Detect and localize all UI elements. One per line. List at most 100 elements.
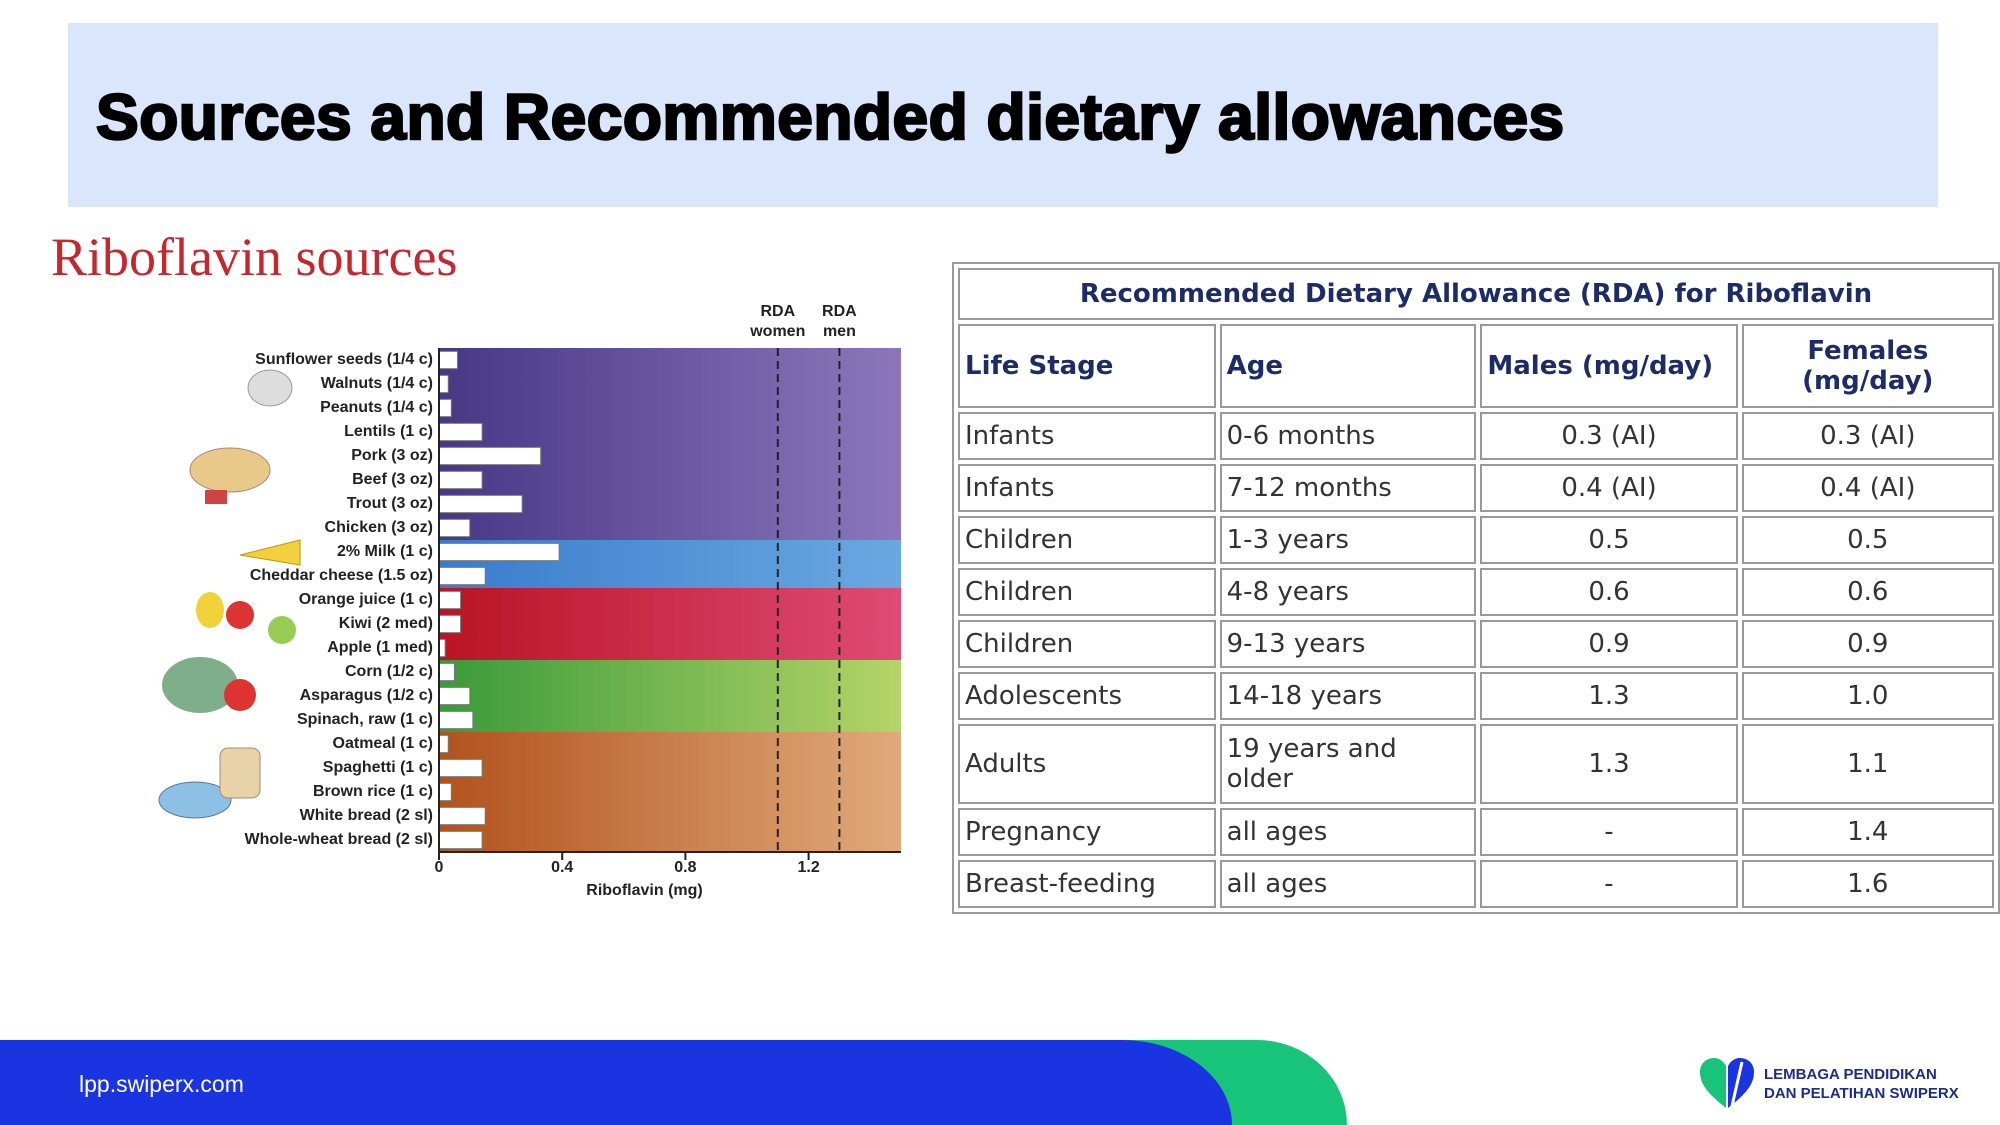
table-row: Children 9-13 years 0.9 0.9 <box>958 620 1994 668</box>
y-tick-label: Chicken (3 oz) <box>325 519 433 536</box>
y-tick-label: Spaghetti (1 c) <box>323 759 433 776</box>
bar <box>438 398 452 418</box>
column-header: Males (mg/day) <box>1480 324 1738 408</box>
table-cell: 1.4 <box>1741 808 1994 856</box>
bar <box>438 830 483 850</box>
table-cell: 4-8 years <box>1219 568 1477 616</box>
table-cell: - <box>1480 808 1738 856</box>
table-row: Adolescents 14-18 years 1.3 1.0 <box>958 672 1994 720</box>
logo-icon <box>1700 1058 1754 1108</box>
header-band <box>68 23 1938 207</box>
y-tick-label: White bread (2 sl) <box>300 807 433 824</box>
bar <box>438 590 462 610</box>
band <box>439 588 901 660</box>
table-row: Pregnancy all ages -1.4 <box>958 808 1994 856</box>
table-cell: 0.6 <box>1480 568 1738 616</box>
bar <box>438 662 455 682</box>
table-cell: 1.1 <box>1741 724 1994 804</box>
band <box>439 660 901 732</box>
bar <box>438 782 452 802</box>
table-cell: Children <box>958 516 1216 564</box>
rda-table: Recommended Dietary Allowance (RDA) for … <box>952 262 2000 914</box>
bar <box>438 494 523 514</box>
bar <box>438 518 471 538</box>
table-cell: Adolescents <box>958 672 1216 720</box>
table-cell: 7-12 months <box>1219 464 1477 512</box>
table-cell: 0.4 (AI) <box>1480 464 1738 512</box>
x-tick-label: 0.8 <box>674 859 696 876</box>
table-cell: Children <box>958 568 1216 616</box>
logo-text: LEMBAGA PENDIDIKAN <box>1764 1066 1937 1083</box>
y-tick-label: Beef (3 oz) <box>352 471 433 488</box>
bar <box>438 350 458 370</box>
reference-label: RDA men <box>822 303 857 340</box>
table-row: Children 4-8 years 0.6 0.6 <box>958 568 1994 616</box>
table-cell: 9-13 years <box>1219 620 1477 668</box>
y-tick-label: Spinach, raw (1 c) <box>297 711 433 728</box>
table-row: Children 1-3 years 0.5 0.5 <box>958 516 1994 564</box>
band <box>439 732 901 852</box>
column-header: Life Stage <box>958 324 1216 408</box>
table-cell: 0-6 months <box>1219 412 1477 460</box>
table-cell: 0.3 (AI) <box>1741 412 1994 460</box>
table-cell: 14-18 years <box>1219 672 1477 720</box>
table-cell: all ages <box>1219 860 1477 908</box>
table-cell: Infants <box>958 412 1216 460</box>
bar <box>438 614 462 634</box>
table-cell: 1.0 <box>1741 672 1994 720</box>
footer-url: lpp.swiperx.com <box>79 1071 244 1097</box>
bar <box>438 422 483 442</box>
table-cell: - <box>1480 860 1738 908</box>
y-tick-label: Brown rice (1 c) <box>313 783 433 800</box>
bar <box>438 710 474 730</box>
bar <box>438 566 486 586</box>
y-tick-label: Kiwi (2 med) <box>339 615 433 632</box>
table-cell: 0.5 <box>1741 516 1994 564</box>
reference-label: RDA women <box>750 303 806 340</box>
table-cell: 1.3 <box>1480 672 1738 720</box>
column-header: Age <box>1219 324 1477 408</box>
x-tick-label: 1.2 <box>797 859 819 876</box>
bar <box>438 734 449 754</box>
food-illustrations <box>158 369 301 819</box>
table-cell: Infants <box>958 464 1216 512</box>
table-cell: Pregnancy <box>958 808 1216 856</box>
chart-title: Riboflavin sources <box>51 227 458 287</box>
table-row: Infants 7-12 months 0.4 (AI) 0.4 (AI) <box>958 464 1994 512</box>
x-axis-title: Riboflavin (mg) <box>586 882 702 899</box>
bar <box>438 686 471 706</box>
y-tick-label: Lentils (1 c) <box>344 423 433 440</box>
table-cell: Breast-feeding <box>958 860 1216 908</box>
y-tick-label: Trout (3 oz) <box>347 495 433 512</box>
y-tick-label: Pork (3 oz) <box>351 447 433 464</box>
bar <box>438 374 449 394</box>
table-cell: 1.6 <box>1741 860 1994 908</box>
y-tick-label: Corn (1/2 c) <box>345 663 433 680</box>
table-row: Adults 19 years and older 1.3 1.1 <box>958 724 1994 804</box>
chart: Sunflower seeds (1/4 c) Walnuts (1/4 c) Pe… <box>158 348 901 899</box>
bar <box>438 542 560 562</box>
table-cell: 0.9 <box>1741 620 1994 668</box>
table-cell: 1-3 years <box>1219 516 1477 564</box>
slide-title: Sources and Recommended dietary allowanc… <box>95 80 1566 155</box>
y-tick-label: Asparagus (1/2 c) <box>300 687 433 704</box>
y-tick-label: Apple (1 med) <box>327 639 433 656</box>
table-cell: 0.3 (AI) <box>1480 412 1738 460</box>
y-tick-label: Sunflower seeds (1/4 c) <box>255 351 433 368</box>
x-tick-label: 0.4 <box>551 859 573 876</box>
table-cell: 19 years and older <box>1219 724 1477 804</box>
footer-bar <box>0 1040 1232 1125</box>
bar <box>438 470 483 490</box>
bar <box>438 806 486 826</box>
table-cell: 0.4 (AI) <box>1741 464 1994 512</box>
table-cell: 1.3 <box>1480 724 1738 804</box>
x-tick-label: 0 <box>435 859 444 876</box>
table-row: Infants 0-6 months 0.3 (AI) 0.3 (AI) <box>958 412 1994 460</box>
table-cell: Adults <box>958 724 1216 804</box>
table-title: Recommended Dietary Allowance (RDA) for … <box>958 268 1994 320</box>
logo-text: DAN PELATIHAN SWIPERX <box>1764 1085 1959 1102</box>
column-header: Females (mg/day) <box>1741 324 1994 408</box>
y-tick-label: Peanuts (1/4 c) <box>320 399 433 416</box>
table-cell: Children <box>958 620 1216 668</box>
